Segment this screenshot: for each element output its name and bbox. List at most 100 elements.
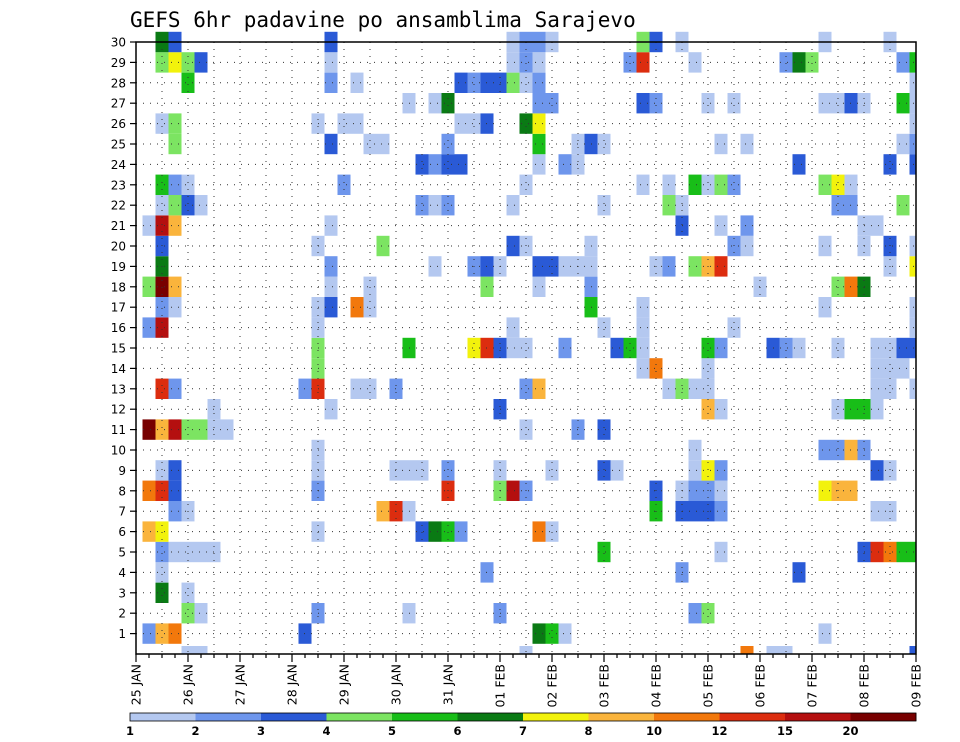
x-tick-label: 28 JAN <box>285 664 300 705</box>
heatmap-cell <box>792 337 806 359</box>
y-tick-label: 3 <box>118 586 126 600</box>
y-tick-label: 21 <box>111 219 126 233</box>
x-tick-label: 06 FEB <box>753 664 768 708</box>
heatmap-cell <box>532 276 546 297</box>
heatmap-cell <box>532 623 546 644</box>
heatmap-cell <box>454 154 468 175</box>
heatmap-cell <box>363 297 377 318</box>
y-tick-label: 8 <box>118 484 126 498</box>
heatmap-cell <box>909 113 916 134</box>
color-legend-swatch <box>195 713 262 721</box>
heatmap-cell <box>818 174 832 195</box>
heatmap-cell <box>441 195 455 216</box>
color-legend-label: 5 <box>388 724 396 738</box>
heatmap-cell <box>194 419 208 440</box>
heatmap-cell <box>168 297 182 318</box>
y-tick-label: 9 <box>118 464 126 478</box>
heatmap-cell <box>532 93 546 114</box>
heatmap-cell <box>454 113 468 134</box>
heatmap-cell <box>688 256 702 277</box>
heatmap-cell <box>870 337 884 359</box>
x-tick-label: 08 FEB <box>857 664 872 708</box>
heatmap-cell <box>636 358 650 379</box>
heatmap-cell <box>714 133 728 155</box>
heatmap-cell <box>324 256 338 277</box>
heatmap-cell <box>688 603 702 624</box>
color-legend-swatch <box>457 713 524 721</box>
heatmap-cell <box>545 460 559 481</box>
heatmap-cell <box>155 297 169 318</box>
color-legend-swatch <box>392 713 458 721</box>
heatmap-cell <box>441 521 455 542</box>
heatmap-cell <box>376 133 390 155</box>
y-tick-label: 5 <box>118 546 126 560</box>
x-tick-label: 30 JAN <box>389 664 404 705</box>
color-legend-label: 3 <box>257 724 265 738</box>
heatmap-cell <box>701 460 715 481</box>
heatmap-cell <box>883 541 897 563</box>
heatmap-cell <box>168 419 182 440</box>
color-legend-swatch <box>130 713 196 721</box>
heatmap-cell <box>558 623 572 644</box>
heatmap-cells <box>142 31 916 654</box>
heatmap-cell <box>714 460 728 481</box>
y-tick-label: 4 <box>118 566 126 580</box>
heatmap-cell <box>428 93 442 114</box>
y-tick-label: 15 <box>111 342 126 356</box>
heatmap-cell <box>376 235 390 257</box>
heatmap-cell <box>558 337 572 359</box>
color-legend-label: 1 <box>126 724 134 738</box>
color-legend-swatch <box>326 713 393 721</box>
heatmap-cell <box>194 646 208 654</box>
heatmap-cell <box>155 521 169 542</box>
heatmap-cell <box>532 154 546 175</box>
heatmap-cell <box>714 541 728 563</box>
heatmap-cell <box>168 623 182 644</box>
x-tick-label: 04 FEB <box>649 664 664 708</box>
heatmap-cell <box>350 297 364 318</box>
heatmap-cell <box>350 378 364 399</box>
heatmap-cell <box>727 174 741 195</box>
heatmap-cell <box>792 52 806 73</box>
heatmap-cell <box>805 52 819 73</box>
heatmap-cell <box>909 154 916 175</box>
heatmap-cell <box>350 113 364 134</box>
heatmap-cell <box>831 439 845 461</box>
heatmap-cell <box>688 501 702 522</box>
heatmap-cell <box>636 317 650 338</box>
heatmap-cell <box>324 215 338 236</box>
y-tick-label: 2 <box>118 607 126 621</box>
heatmap-cell <box>506 52 520 73</box>
heatmap-cell <box>779 337 793 359</box>
heatmap-cell <box>701 93 715 114</box>
heatmap-cell <box>519 72 533 93</box>
heatmap-cell <box>896 195 910 216</box>
heatmap-cell <box>155 623 169 644</box>
x-tick-label: 26 JAN <box>181 664 196 705</box>
heatmap-cell <box>688 460 702 481</box>
heatmap-cell <box>415 460 429 481</box>
heatmap-cell <box>168 480 182 501</box>
heatmap-cell <box>454 72 468 93</box>
heatmap-cell <box>818 480 832 501</box>
y-tick-label: 30 <box>111 36 126 50</box>
heatmap-cell <box>701 174 715 195</box>
heatmap-cell <box>519 174 533 195</box>
color-legend-label: 12 <box>711 724 727 738</box>
heatmap-cell <box>168 133 182 155</box>
heatmap-cell <box>714 480 728 501</box>
heatmap-cell <box>415 521 429 542</box>
heatmap-cell <box>649 358 663 379</box>
heatmap-cell <box>870 358 884 379</box>
color-legend-bar: 1 2 3 4 5 6 7 8 10 12 15 20 <box>126 712 917 738</box>
heatmap-cell <box>701 399 715 420</box>
heatmap-cell <box>441 154 455 175</box>
x-tick-label: 31 JAN <box>441 664 456 705</box>
heatmap-cell <box>597 541 611 563</box>
y-tick-label: 24 <box>111 158 126 172</box>
heatmap-cell <box>532 72 546 93</box>
heatmap-cell <box>896 337 910 359</box>
heatmap-cell <box>155 174 169 195</box>
color-legend-swatch <box>654 713 720 721</box>
heatmap-cell <box>818 623 832 644</box>
